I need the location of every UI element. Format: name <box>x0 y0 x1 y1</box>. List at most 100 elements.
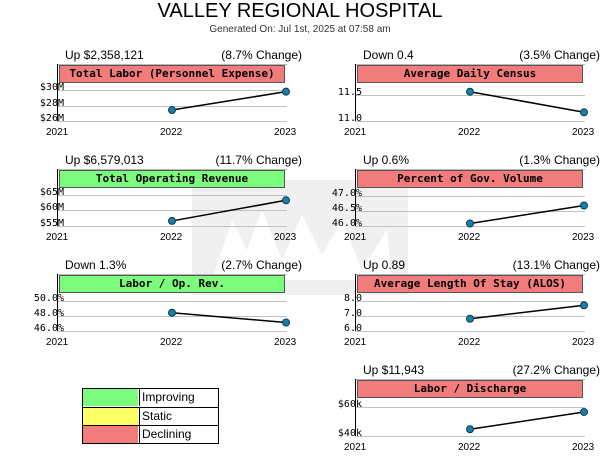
x-tick-label: 2022 <box>160 232 183 243</box>
plot-area: Average Length Of Stay (ALOS) <box>355 274 585 332</box>
x-tick-label: 2021 <box>46 127 69 138</box>
change-amount: Down 1.3% <box>65 258 127 272</box>
gridline <box>355 436 585 437</box>
x-tick-label: 2021 <box>46 232 69 243</box>
y-tick-label: $65M <box>39 186 64 198</box>
y-tick-label: 50.0% <box>33 293 64 304</box>
change-percent: (27.2% Change) <box>512 363 600 377</box>
series-line <box>469 304 585 320</box>
plot-area: Total Operating Revenue <box>57 169 287 227</box>
x-tick-label: 2021 <box>344 337 367 348</box>
change-percent: (8.7% Change) <box>221 48 302 62</box>
chart-panel: Up $6,579,013 (11.7% Change) Total Operati… <box>40 153 303 253</box>
line-chart <box>168 308 290 327</box>
y-tick-label: 48.0% <box>33 308 64 319</box>
y-tick-label: 46.0% <box>33 323 64 334</box>
gridline <box>57 90 287 92</box>
y-tick-label: 46.5% <box>331 203 362 214</box>
x-tick-label: 2022 <box>160 337 183 348</box>
change-percent: (13.1% Change) <box>512 258 600 272</box>
gridline <box>57 331 287 332</box>
x-tick-label: 2022 <box>458 127 481 138</box>
chart-panel: Up 0.89 (13.1% Change) Average Length Of S… <box>344 258 600 358</box>
change-percent: (11.7% Change) <box>215 153 303 167</box>
legend-label: Declining <box>139 426 218 443</box>
chart-panel: Down 1.3% (2.7% Change) Labor / Op. Rev. 50… <box>34 258 302 358</box>
x-tick-label: 2022 <box>458 337 481 348</box>
x-tick-label: 2023 <box>572 232 595 243</box>
series-line <box>469 90 585 114</box>
legend-label: Static <box>139 408 218 425</box>
data-point <box>580 301 588 310</box>
data-point <box>282 87 290 96</box>
x-tick-label: 2023 <box>572 127 595 138</box>
gridline <box>355 121 585 122</box>
change-amount: Up $2,358,121 <box>65 48 144 62</box>
chart-panel: Up $2,358,121 (8.7% Change) Total Labor (P… <box>40 48 302 148</box>
gridline <box>355 407 585 409</box>
x-tick-label: 2023 <box>274 232 297 243</box>
x-tick-label: 2021 <box>344 127 367 138</box>
gridline <box>57 194 287 196</box>
line-chart <box>168 87 290 115</box>
metric-banner: Average Length Of Stay (ALOS) <box>357 275 583 293</box>
change-percent: (2.7% Change) <box>221 258 302 272</box>
legend-swatch <box>83 389 138 406</box>
metric-banner: Average Daily Census <box>357 65 583 83</box>
y-axis-line <box>355 169 356 226</box>
y-tick-label: $28M <box>39 97 64 109</box>
gridline <box>57 210 287 212</box>
data-point <box>466 87 474 96</box>
x-tick-label: 2021 <box>46 337 69 348</box>
report-title: VALLEY REGIONAL HOSPITAL <box>157 0 443 22</box>
line-chart <box>466 407 588 434</box>
x-tick-label: 2022 <box>458 442 481 453</box>
y-tick-label: $60k <box>337 399 362 411</box>
data-point <box>580 201 588 210</box>
line-chart <box>168 196 290 225</box>
data-point <box>580 108 588 117</box>
gridline <box>57 226 287 227</box>
y-tick-label: $40k <box>337 428 362 439</box>
series-line <box>171 312 287 324</box>
line-chart <box>466 301 588 323</box>
gridline <box>355 211 585 212</box>
y-tick-label: 11.0 <box>337 113 362 124</box>
data-point <box>168 106 176 115</box>
y-tick-label: 47.0% <box>331 188 362 199</box>
y-tick-label: 6.0 <box>343 323 362 334</box>
metric-banner: Percent of Gov. Volume <box>357 170 583 188</box>
change-percent: (1.3% Change) <box>519 153 600 167</box>
legend-item: Declining <box>83 425 218 444</box>
y-tick-label: $26M <box>39 113 64 124</box>
chart-panel: Up 0.6% (1.3% Change) Percent of Gov. Volu… <box>332 153 600 253</box>
legend-swatch <box>83 426 138 443</box>
y-tick-label: $60M <box>39 202 64 214</box>
legend-swatch <box>83 408 138 425</box>
y-axis-line <box>355 379 356 436</box>
x-tick-label: 2023 <box>572 337 595 348</box>
data-point <box>580 407 588 416</box>
data-point <box>168 216 176 225</box>
change-percent: (3.5% Change) <box>519 48 600 62</box>
plot-area: Percent of Gov. Volume <box>355 169 585 227</box>
legend-item: Static <box>83 407 218 426</box>
metric-banner: Total Operating Revenue <box>59 170 285 188</box>
data-point <box>282 196 290 205</box>
series-line <box>469 411 585 430</box>
y-tick-label: 46.0% <box>331 218 362 229</box>
y-axis-line <box>57 64 58 121</box>
gridline <box>355 301 585 302</box>
gridline <box>57 301 287 302</box>
data-point <box>466 425 474 434</box>
plot-area: Labor / Op. Rev. <box>57 274 287 332</box>
y-axis-line <box>355 274 356 331</box>
gridline <box>355 331 585 332</box>
metric-banner: Labor / Discharge <box>357 380 583 398</box>
metric-banner: Labor / Op. Rev. <box>59 275 285 293</box>
chart-panel: Down 0.4 (3.5% Change) Average Daily Censu… <box>338 48 600 148</box>
plot-area: Average Daily Census <box>355 64 585 122</box>
change-amount: Up $6,579,013 <box>65 153 144 167</box>
gridline <box>57 121 287 122</box>
legend: Improving Static Declining <box>82 388 219 444</box>
